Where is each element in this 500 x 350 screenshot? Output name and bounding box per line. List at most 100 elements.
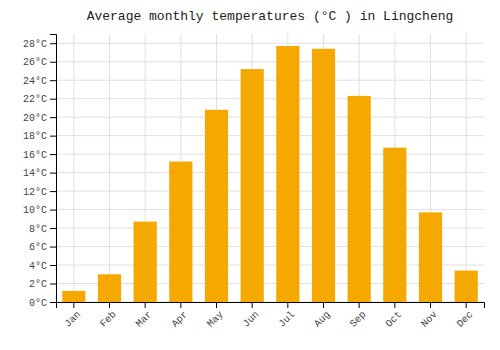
tick-mark bbox=[50, 302, 56, 303]
grid-line bbox=[466, 34, 467, 302]
tick-mark bbox=[466, 302, 467, 308]
tick-label: Nov bbox=[419, 309, 440, 330]
tick-mark bbox=[50, 136, 56, 137]
tick-mark bbox=[50, 62, 56, 63]
tick: Jun bbox=[241, 302, 262, 330]
tick: 16°C bbox=[23, 150, 56, 161]
tick-label: 4°C bbox=[29, 261, 47, 272]
bar bbox=[134, 222, 157, 302]
grid-line bbox=[56, 154, 484, 155]
tick: Nov bbox=[419, 302, 440, 330]
grid-line bbox=[56, 80, 484, 81]
tick-mark bbox=[430, 302, 431, 308]
tick-label: 26°C bbox=[23, 57, 47, 68]
tick-label: Feb bbox=[98, 309, 119, 330]
tick: 12°C bbox=[23, 187, 56, 198]
bars bbox=[62, 46, 478, 302]
tick: 24°C bbox=[23, 76, 56, 87]
tick: Jul bbox=[277, 302, 298, 330]
tick: 26°C bbox=[23, 57, 56, 68]
grid-line bbox=[56, 191, 484, 192]
tick: Apr bbox=[170, 302, 191, 330]
plot: 0°C 2°C 4°C 6°C 8°C 10°C 12°C 14°C 16°C 18°C 20°C 2… bbox=[23, 34, 485, 330]
x-axis: Jan Feb Mar Apr May Jun Jul Aug Sep Oct Nov Dec bbox=[57, 302, 485, 330]
tick-label: 24°C bbox=[23, 76, 47, 87]
tick-mark bbox=[50, 117, 56, 118]
grid bbox=[56, 34, 484, 302]
tick: 6°C bbox=[29, 242, 56, 253]
bar bbox=[241, 69, 264, 302]
tick-label: 28°C bbox=[23, 39, 47, 50]
grid-line bbox=[56, 61, 484, 62]
tick-label: 6°C bbox=[29, 242, 47, 253]
tick: Feb bbox=[98, 302, 119, 330]
chart: 0°C 2°C 4°C 6°C 8°C 10°C 12°C 14°C 16°C 18°C 20°C 2… bbox=[0, 0, 500, 350]
grid-line bbox=[56, 135, 484, 136]
tick-label: Aug bbox=[312, 309, 333, 330]
y-axis: 0°C 2°C 4°C 6°C 8°C 10°C 12°C 14°C 16°C 18°C 20°C 2… bbox=[23, 35, 57, 309]
grid-line bbox=[56, 172, 484, 173]
tick-mark bbox=[73, 302, 74, 308]
tick-mark bbox=[216, 302, 217, 308]
tick-label: 2°C bbox=[29, 279, 47, 290]
tick: Sep bbox=[348, 302, 369, 330]
axis-line bbox=[50, 35, 57, 303]
tick-label: Apr bbox=[170, 309, 191, 330]
tick: Dec bbox=[455, 302, 476, 330]
tick: Oct bbox=[384, 302, 405, 330]
tick-label: Jun bbox=[241, 309, 262, 330]
tick-mark bbox=[50, 265, 56, 266]
tick-label: 22°C bbox=[23, 94, 47, 105]
tick-mark bbox=[50, 284, 56, 285]
tick-mark bbox=[50, 228, 56, 229]
tick-label: 12°C bbox=[23, 187, 47, 198]
tick: 18°C bbox=[23, 131, 56, 142]
tick-mark bbox=[145, 302, 146, 308]
tick-label: 18°C bbox=[23, 131, 47, 142]
tick-label: Sep bbox=[348, 309, 369, 330]
tick-label: 20°C bbox=[23, 113, 47, 124]
grid-line bbox=[56, 209, 484, 210]
axis-line bbox=[57, 303, 485, 309]
grid-line bbox=[56, 117, 484, 118]
bar bbox=[419, 212, 442, 302]
title: Average monthly temperatures (°C ) in Li… bbox=[87, 9, 454, 24]
tick: 10°C bbox=[23, 205, 56, 216]
tick: 28°C bbox=[23, 39, 56, 50]
tick-label: Oct bbox=[384, 309, 405, 330]
tick-label: Dec bbox=[455, 309, 476, 330]
bar bbox=[276, 46, 299, 302]
tick: 0°C bbox=[29, 298, 56, 309]
tick-mark bbox=[359, 302, 360, 308]
grid-line bbox=[109, 34, 110, 302]
tick-label: 14°C bbox=[23, 168, 47, 179]
tick-mark bbox=[50, 173, 56, 174]
bar bbox=[205, 110, 228, 302]
tick-label: Jul bbox=[277, 309, 298, 330]
tick: 8°C bbox=[29, 224, 56, 235]
tick-mark bbox=[109, 302, 110, 308]
tick: May bbox=[205, 302, 226, 330]
grid-line bbox=[56, 98, 484, 99]
bar bbox=[98, 274, 121, 302]
tick: Mar bbox=[134, 302, 155, 330]
tick-label: Jan bbox=[63, 309, 84, 330]
grid-line bbox=[73, 34, 74, 302]
tick: Aug bbox=[312, 302, 333, 330]
tick-mark bbox=[50, 99, 56, 100]
tick-label: 8°C bbox=[29, 224, 47, 235]
tick-mark bbox=[287, 302, 288, 308]
tick-label: Mar bbox=[134, 309, 155, 330]
tick: 20°C bbox=[23, 113, 56, 124]
tick-mark bbox=[50, 43, 56, 44]
tick-mark bbox=[323, 302, 324, 308]
tick-label: 16°C bbox=[23, 150, 47, 161]
tick-label: 10°C bbox=[23, 205, 47, 216]
tick-mark bbox=[394, 302, 395, 308]
bar bbox=[383, 148, 406, 302]
tick-mark bbox=[252, 302, 253, 308]
tick: 2°C bbox=[29, 279, 56, 290]
tick: Jan bbox=[63, 302, 84, 330]
tick-mark bbox=[50, 191, 56, 192]
tick-label: May bbox=[205, 309, 226, 330]
